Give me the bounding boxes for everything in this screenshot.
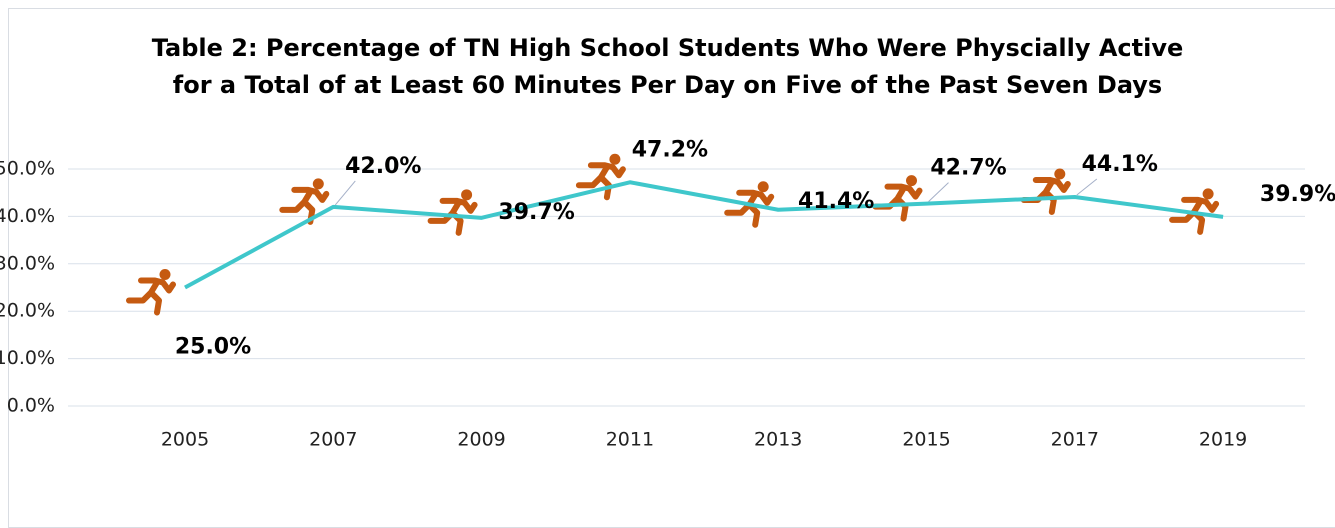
runner-head xyxy=(312,178,324,190)
runner-body xyxy=(575,162,626,201)
runner-head xyxy=(1202,188,1214,200)
x-tick-label: 2009 xyxy=(457,429,505,451)
x-tick-label: 2005 xyxy=(161,429,209,451)
runner-icon xyxy=(427,189,478,236)
y-tick-label: 20.0% xyxy=(0,300,55,322)
chart: 0.0% 10.0% 20.0% 30.0% 40.0% 50.0% 2005 2007 200… xyxy=(0,137,1335,451)
runner-body xyxy=(279,186,330,225)
x-tick-label: 2017 xyxy=(1051,429,1099,451)
data-label: 39.7% xyxy=(498,200,574,225)
runner-head xyxy=(159,269,171,280)
runner-icon xyxy=(724,181,775,228)
x-tick-label: 2011 xyxy=(606,429,654,451)
data-label: 42.7% xyxy=(930,156,1006,181)
runner-body xyxy=(126,277,176,316)
x-tick-label: 2007 xyxy=(309,429,357,451)
data-label: 41.4% xyxy=(798,189,874,214)
runner-icon xyxy=(1020,168,1071,215)
runner-head xyxy=(1054,168,1066,180)
x-tick-label: 2013 xyxy=(754,429,802,451)
y-tick-label: 10.0% xyxy=(0,347,55,369)
leader-line xyxy=(928,182,949,202)
data-label: 47.2% xyxy=(632,137,708,162)
data-label: 42.0% xyxy=(345,154,421,179)
runner-head xyxy=(461,189,473,201)
x-tick-label: 2019 xyxy=(1199,429,1247,451)
runner-body xyxy=(724,189,775,228)
y-tick-label: 40.0% xyxy=(0,205,55,227)
runner-head xyxy=(906,175,917,187)
data-label: 44.1% xyxy=(1082,152,1158,177)
runner-icon xyxy=(126,269,176,316)
y-tick-label: 30.0% xyxy=(0,252,55,274)
data-label: 39.9% xyxy=(1260,182,1335,207)
runner-icon xyxy=(279,178,330,225)
leader-line xyxy=(334,180,356,206)
runner-icon xyxy=(872,175,923,222)
chart-container: Table 2: Percentage of TN High School St… xyxy=(0,8,1335,528)
y-tick-label: 50.0% xyxy=(0,158,55,180)
y-tick-label: 0.0% xyxy=(7,395,55,417)
leader-line xyxy=(1076,178,1098,196)
runner-icon xyxy=(575,153,626,201)
data-line xyxy=(184,180,1224,290)
runner-head xyxy=(757,181,769,193)
chart-title: Table 2: Percentage of TN High School St… xyxy=(151,34,1184,99)
data-label: 25.0% xyxy=(175,335,251,360)
runner-head xyxy=(609,153,621,165)
x-tick-label: 2015 xyxy=(902,429,950,451)
